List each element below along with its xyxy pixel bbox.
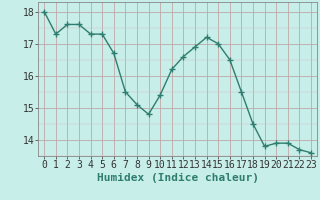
X-axis label: Humidex (Indice chaleur): Humidex (Indice chaleur) [97,173,259,183]
